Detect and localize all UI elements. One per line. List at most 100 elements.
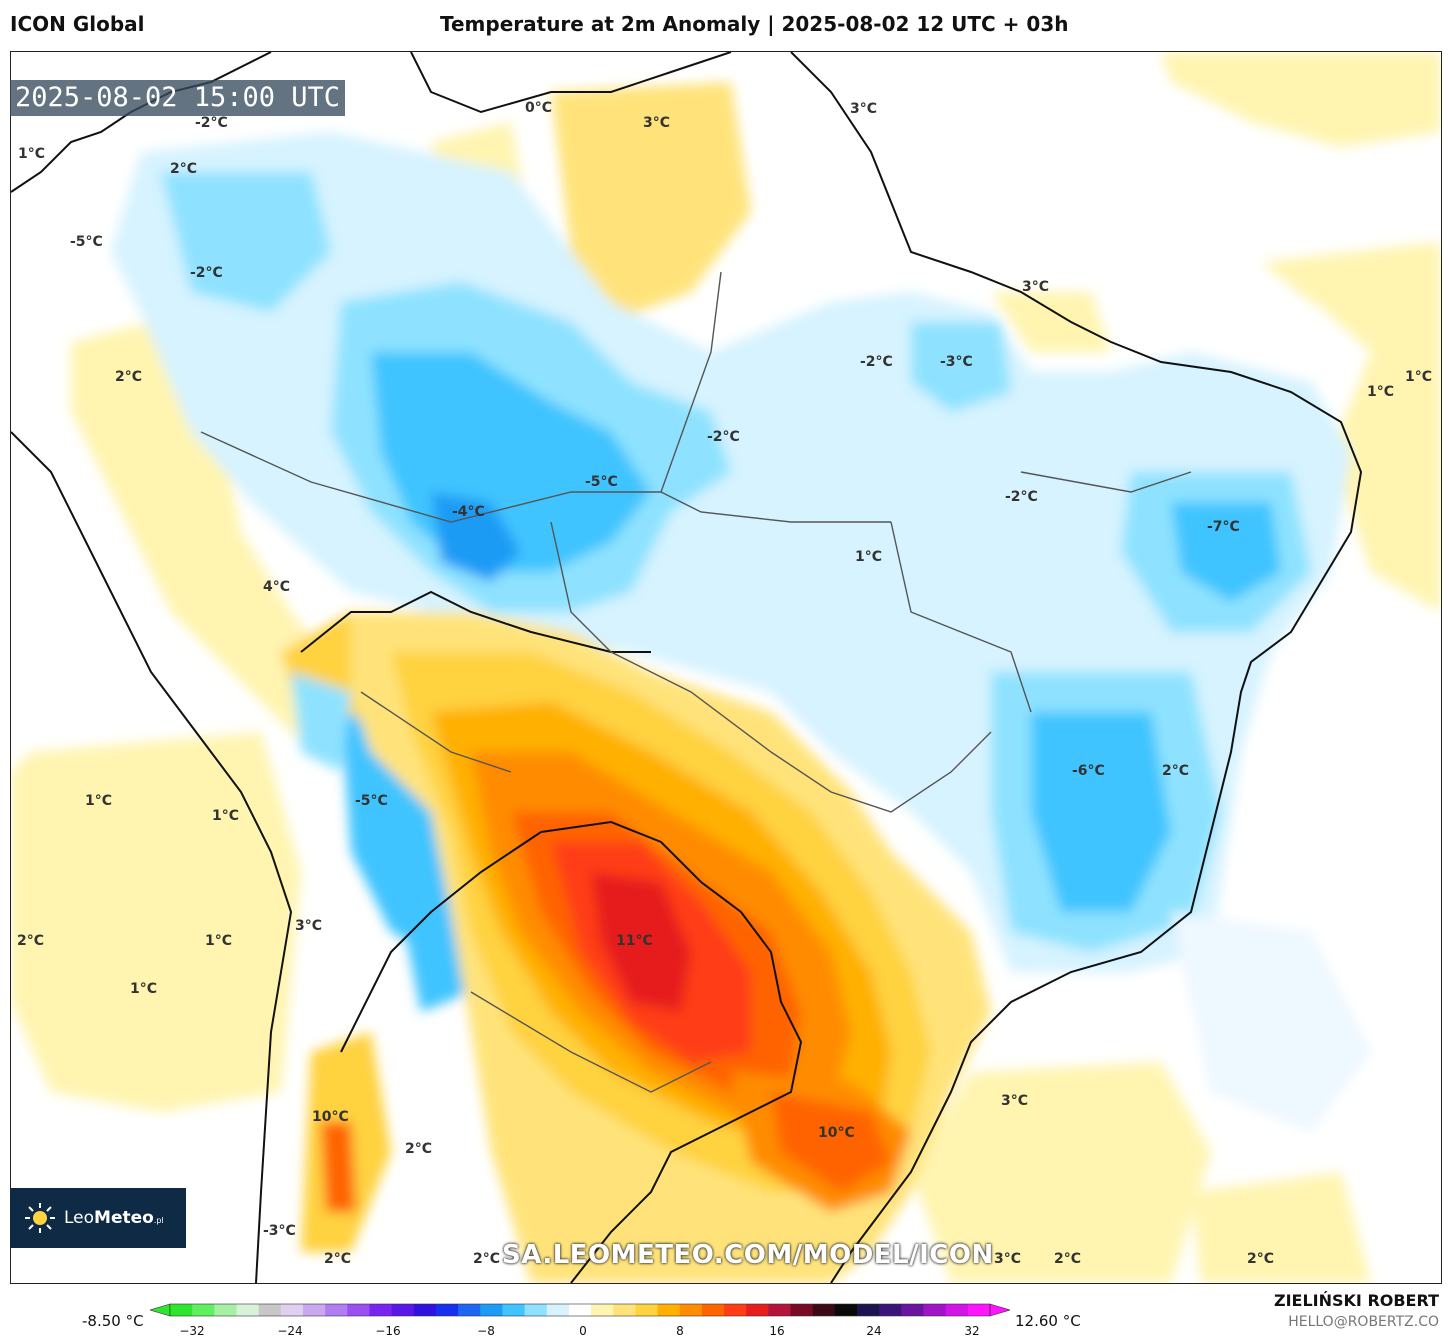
colorbar-cell (834, 1304, 858, 1316)
colorbar-cell (790, 1304, 814, 1316)
scale-tick: 16 (769, 1324, 785, 1338)
temp-label: 2°C (115, 369, 143, 385)
source-watermark: SA.LEOMETEO.COM/MODEL/ICON (502, 1240, 994, 1270)
temp-label: 2°C (405, 1141, 433, 1157)
leometeo-logo: LeoMeteo.pl (10, 1188, 186, 1248)
temp-label: 3°C (994, 1251, 1022, 1267)
temp-label: 2°C (1162, 763, 1190, 779)
temp-label: -3°C (940, 354, 973, 370)
temp-label: 1°C (212, 808, 240, 824)
colorbar-cell (480, 1304, 503, 1316)
colorbar-cell (901, 1304, 925, 1316)
temp-label: 1°C (205, 933, 233, 949)
temp-label: -2°C (195, 115, 228, 131)
colorbar-cell (192, 1304, 215, 1316)
author-name: ZIELIŃSKI ROBERT (1273, 1291, 1439, 1310)
colorbar-cell (435, 1304, 459, 1316)
color-scale-bar (150, 1303, 1010, 1317)
time-badge: 2025-08-02 15:00 UTC (10, 80, 345, 116)
colorbar-cell (945, 1304, 969, 1316)
temp-label: 1°C (1367, 384, 1395, 400)
temp-label: 11°C (616, 933, 653, 949)
colorbar-cell (657, 1304, 681, 1316)
colorbar-cell (502, 1304, 526, 1316)
colorbar-min-arrow (150, 1303, 171, 1317)
temp-label: 3°C (643, 115, 671, 131)
colorbar-cell (679, 1304, 703, 1316)
temp-label: 3°C (850, 101, 878, 117)
temp-label: 1°C (1405, 369, 1433, 385)
temp-label: 2°C (1054, 1251, 1082, 1267)
logo-text: LeoMeteo.pl (64, 1208, 164, 1228)
temp-label: 1°C (85, 793, 113, 809)
colorbar-cell (458, 1304, 481, 1316)
temp-label: 1°C (18, 146, 46, 162)
temp-label: -2°C (190, 265, 223, 281)
legend-max-value: 12.60 °C (1015, 1312, 1081, 1330)
temp-label: 4°C (263, 579, 291, 595)
scale-tick: 8 (676, 1324, 684, 1338)
colorbar-cell (325, 1304, 348, 1316)
map-title: Temperature at 2m Anomaly | 2025-08-02 1… (440, 12, 1069, 36)
temp-label: -3°C (263, 1223, 296, 1239)
temp-label: 10°C (312, 1109, 349, 1125)
scale-tick: 32 (964, 1324, 980, 1338)
temp-label: 10°C (818, 1125, 855, 1141)
temp-label: -2°C (860, 354, 893, 370)
author-email: HELLO@ROBERTZ.CO (1288, 1314, 1439, 1330)
map-canvas (11, 52, 1441, 1283)
temp-label: -2°C (707, 429, 740, 445)
scale-tick: 0 (579, 1324, 587, 1338)
colorbar-cell (923, 1304, 947, 1316)
colorbar-cell (701, 1304, 725, 1316)
scale-tick: −32 (179, 1324, 205, 1338)
temp-label: 0°C (525, 100, 553, 116)
colorbar-cell (214, 1304, 237, 1316)
colorbar-cell (746, 1304, 769, 1316)
temp-label: 3°C (295, 918, 323, 934)
temp-label: 2°C (473, 1251, 501, 1267)
scale-tick: −16 (375, 1324, 401, 1338)
colorbar-cell (768, 1304, 792, 1316)
temp-label: 1°C (130, 981, 158, 997)
temp-label: 1°C (855, 549, 883, 565)
colorbar-frame (169, 1303, 991, 1317)
colorbar-cell (591, 1304, 614, 1316)
colorbar-cell (236, 1304, 260, 1316)
colorbar-cell (347, 1304, 370, 1316)
colorbar-cell (170, 1304, 193, 1316)
colorbar-cell (391, 1304, 415, 1316)
colorbar-max-arrow (989, 1303, 1010, 1317)
colorbar-cell (857, 1304, 880, 1316)
colorbar-cell (967, 1304, 991, 1316)
colorbar-cell (635, 1304, 659, 1316)
colorbar-cell (280, 1304, 304, 1316)
temp-label: 2°C (17, 933, 45, 949)
scale-tick: 24 (866, 1324, 882, 1338)
sun-icon (25, 1203, 55, 1233)
anomaly-map[interactable] (10, 51, 1442, 1284)
colorbar-cell (568, 1304, 592, 1316)
legend-min-value: -8.50 °C (82, 1312, 144, 1330)
colorbar-cell (546, 1304, 570, 1316)
temp-label: -6°C (1072, 763, 1105, 779)
temp-label: -5°C (70, 234, 103, 250)
temp-label: 2°C (324, 1251, 352, 1267)
temp-label: -7°C (1207, 519, 1240, 535)
temp-label: 2°C (1247, 1251, 1275, 1267)
temp-label: -4°C (452, 504, 485, 520)
temp-label: 3°C (1001, 1093, 1029, 1109)
colorbar-cell (812, 1304, 836, 1316)
temp-label: -5°C (355, 793, 388, 809)
colorbar-cell (524, 1304, 548, 1316)
temp-label: 3°C (1022, 279, 1050, 295)
temp-label: -2°C (1005, 489, 1038, 505)
temp-label: 2°C (170, 161, 198, 177)
colorbar-cell (613, 1304, 636, 1316)
colorbar-cell (258, 1304, 282, 1316)
model-name: ICON Global (10, 12, 145, 36)
colorbar-cell (413, 1304, 437, 1316)
temp-label: -5°C (585, 474, 618, 490)
scale-tick: −24 (277, 1324, 303, 1338)
scale-tick: −8 (477, 1324, 495, 1338)
